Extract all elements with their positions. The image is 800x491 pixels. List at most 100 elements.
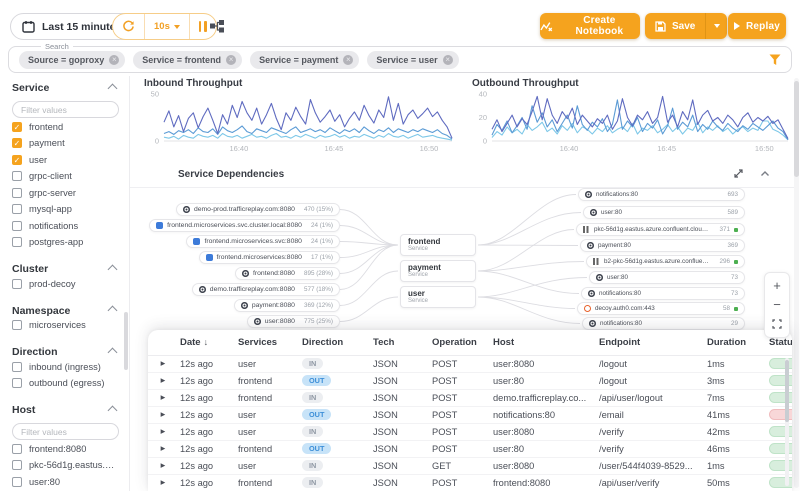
checkbox[interactable] (12, 237, 22, 248)
row-expander[interactable]: ▸ (148, 372, 178, 390)
filter-option-outbound-egress-[interactable]: outbound (egress) (12, 376, 119, 392)
filter-option-user[interactable]: ✓ user (12, 152, 119, 168)
row-expander[interactable]: ▸ (148, 355, 178, 373)
graph-service-user[interactable]: user Service (400, 286, 476, 308)
filter-values-input[interactable] (12, 101, 119, 118)
checkbox[interactable]: ✓ (12, 154, 22, 165)
filter-values-input[interactable] (12, 423, 119, 440)
graph-node-source[interactable]: payment:8080 369 (12%) (233, 299, 340, 312)
refresh-button[interactable] (113, 14, 144, 39)
expand-button[interactable] (733, 168, 744, 179)
filter-option-prod-decoy[interactable]: prod-decoy (12, 276, 119, 292)
column-header-Duration[interactable]: Duration (705, 330, 767, 356)
remove-chip-icon[interactable]: × (442, 55, 453, 65)
graph-service-frontend[interactable]: frontend Service (400, 234, 476, 256)
column-header-Services[interactable]: Services (236, 330, 300, 356)
filter-option-grpc-client[interactable]: grpc-client (12, 169, 119, 185)
checkbox[interactable] (12, 220, 22, 231)
search-bar[interactable]: Search Source = goproxy × Service = fronte… (8, 42, 792, 73)
graph-node-destination[interactable]: notifications:80 693 (578, 188, 745, 201)
filter-option-user-80[interactable]: user:80 (12, 474, 119, 490)
graph-node-source[interactable]: frontend.microservices.svc.cluster.local… (149, 219, 340, 232)
graph-node-source[interactable]: user:8080 775 (25%) (246, 315, 340, 328)
topology-view-button[interactable] (205, 14, 229, 38)
filter-chip[interactable]: Source = goproxy × (19, 51, 126, 69)
column-header-Endpoint[interactable]: Endpoint (597, 330, 705, 356)
collapse-section-icon[interactable] (107, 405, 118, 415)
refresh-interval-select[interactable]: 10s (144, 14, 189, 39)
collapse-section-icon[interactable] (107, 347, 118, 357)
graph-node-source[interactable]: frontend:8080 895 (28%) (234, 267, 340, 280)
filter-option-payment[interactable]: ✓ payment (12, 136, 119, 152)
zoom-in-button[interactable]: + (773, 278, 781, 294)
column-header-Host[interactable]: Host (491, 330, 597, 356)
filter-option-inbound-ingress-[interactable]: inbound (ingress) (12, 359, 119, 375)
save-button[interactable]: Save (645, 13, 706, 39)
graph-node-source[interactable]: demo.trafficreplay.com:8080 577 (18%) (191, 283, 340, 296)
save-options-button[interactable] (705, 13, 728, 39)
filter-chip[interactable]: Service = user × (367, 51, 459, 69)
collapse-section-icon[interactable] (107, 83, 118, 93)
row-expander[interactable]: ▸ (148, 440, 178, 458)
filter-option-frontend[interactable]: ✓ frontend (12, 119, 119, 135)
replay-button[interactable]: Replay (728, 13, 786, 39)
remove-chip-icon[interactable]: × (109, 55, 120, 65)
collapse-section-button[interactable] (760, 168, 770, 179)
filter-option-frontend-8080[interactable]: frontend:8080 (12, 441, 119, 457)
graph-node-destination[interactable]: b2-pkc-56d1g.eastus.azure.confluent.clou… (586, 255, 745, 268)
filter-chip[interactable]: Service = payment × (250, 51, 360, 69)
checkbox[interactable] (12, 278, 22, 289)
graph-node-source[interactable]: demo-prod.trafficreplay.com:8080 470 (15%… (175, 203, 340, 216)
filter-option-grpc-server[interactable]: grpc-server (12, 185, 119, 201)
table-scrollbar[interactable] (785, 358, 789, 486)
checkbox[interactable] (12, 378, 22, 389)
collapse-section-icon[interactable] (107, 305, 118, 316)
graph-node-destination[interactable]: user:80 73 (589, 271, 745, 284)
column-header-Tech[interactable]: Tech (371, 330, 430, 356)
column-header-Operation[interactable]: Operation (430, 330, 491, 356)
row-expander[interactable]: ▸ (148, 423, 178, 441)
row-expander[interactable]: ▸ (148, 389, 178, 407)
row-expander[interactable]: ▸ (148, 474, 178, 491)
column-header-Direction[interactable]: Direction (300, 330, 371, 356)
host-list-scrollbar[interactable] (124, 312, 128, 370)
checkbox[interactable] (12, 171, 22, 182)
checkbox[interactable] (12, 320, 22, 331)
graph-node-destination[interactable]: pkc-56d1g.eastus.azure.confluent.cloud:9… (576, 223, 745, 236)
checkbox[interactable] (12, 361, 22, 372)
zoom-out-button[interactable]: − (773, 297, 781, 313)
checkbox[interactable]: ✓ (12, 121, 22, 132)
filter-option-pkc-56d1g-eastus-azur-[interactable]: pkc-56d1g.eastus.azur... (12, 458, 119, 474)
remove-chip-icon[interactable]: × (343, 55, 354, 65)
checkbox[interactable] (12, 476, 22, 487)
filter-option-microservices[interactable]: microservices (12, 318, 119, 334)
checkbox[interactable] (12, 460, 22, 471)
graph-node-destination[interactable]: decoy.auth0.com:443 58 (577, 302, 745, 315)
create-notebook-button[interactable]: Create Notebook (540, 13, 640, 39)
graph-node-destination[interactable]: notifications:80 73 (581, 287, 745, 300)
filter-option-notifications[interactable]: notifications (12, 218, 119, 234)
checkbox[interactable] (12, 187, 22, 198)
graph-node-destination[interactable]: payment:80 369 (580, 239, 745, 252)
row-expander[interactable]: ▸ (148, 406, 178, 424)
graph-node-source[interactable]: frontend.microservices.svc:8080 24 (1%) (186, 235, 340, 248)
column-header-Date[interactable]: Date ↓ (178, 330, 236, 356)
page-scrollbar[interactable] (794, 78, 799, 488)
graph-service-payment[interactable]: payment Service (400, 260, 476, 282)
remove-chip-icon[interactable]: × (226, 55, 237, 65)
sort-desc-icon[interactable]: ↓ (203, 336, 209, 347)
filter-chip[interactable]: Service = frontend × (133, 51, 243, 69)
graph-node-source[interactable]: frontend.microservices:8080 17 (1%) (198, 251, 340, 264)
row-expander[interactable]: ▸ (148, 457, 178, 475)
graph-node-destination[interactable]: notifications:80 29 (582, 317, 745, 330)
graph-node-destination[interactable]: user:80 589 (583, 206, 745, 219)
checkbox[interactable]: ✓ (12, 138, 22, 149)
fit-view-button[interactable] (767, 315, 787, 333)
checkbox[interactable] (12, 204, 22, 215)
filter-option-mysql-app[interactable]: mysql-app (12, 202, 119, 218)
filter-option-postgres-app[interactable]: postgres-app (12, 235, 119, 251)
checkbox[interactable] (12, 443, 22, 454)
collapse-section-icon[interactable] (107, 264, 118, 274)
pause-button[interactable] (188, 14, 216, 39)
filter-icon[interactable] (769, 54, 781, 66)
